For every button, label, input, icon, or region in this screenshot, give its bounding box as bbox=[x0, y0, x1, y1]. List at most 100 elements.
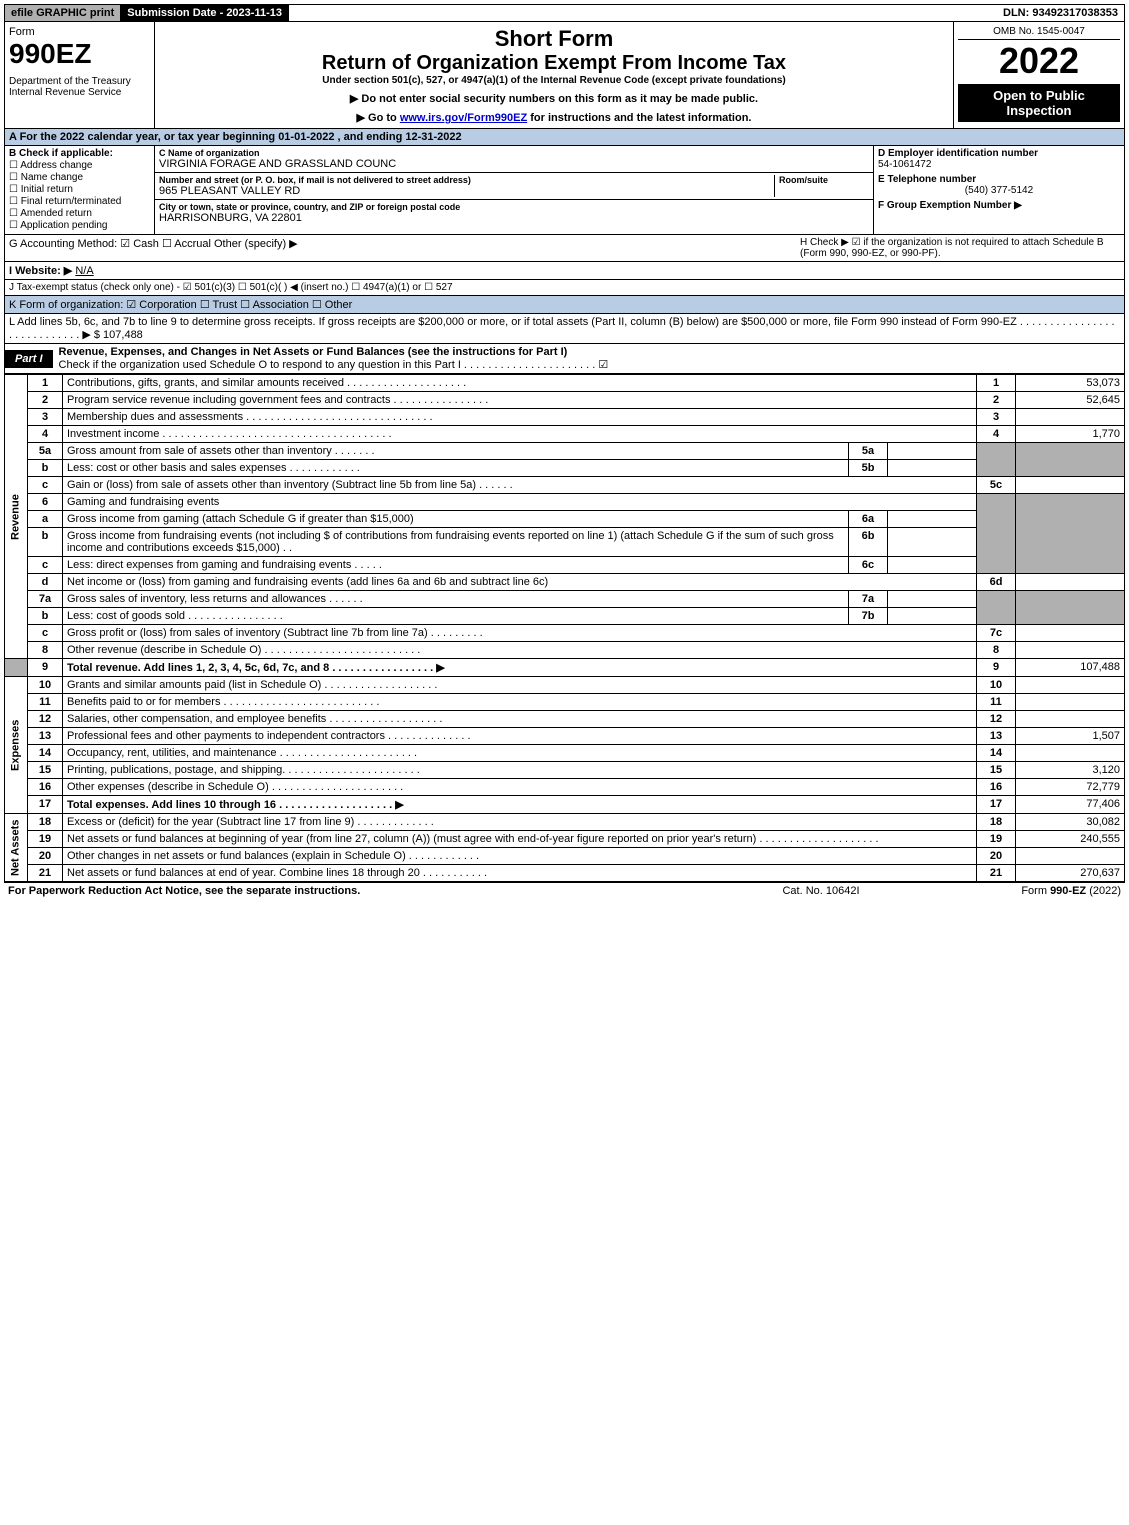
chk-amended-return[interactable]: ☐ Amended return bbox=[9, 208, 150, 219]
line-2-num: 2 bbox=[28, 392, 63, 409]
line-19-val: 240,555 bbox=[1016, 831, 1125, 848]
irs-link[interactable]: www.irs.gov/Form990EZ bbox=[400, 112, 527, 124]
box-c: C Name of organization VIRGINIA FORAGE A… bbox=[155, 146, 874, 234]
website-value: N/A bbox=[75, 265, 93, 277]
line-7c-desc: Gross profit or (loss) from sales of inv… bbox=[63, 625, 977, 642]
line-20-rnum: 20 bbox=[977, 848, 1016, 865]
line-5c-num: c bbox=[28, 477, 63, 494]
chk-final-return[interactable]: ☐ Final return/terminated bbox=[9, 196, 150, 207]
revenue-vlabel: Revenue bbox=[5, 375, 28, 659]
line-7a-subval bbox=[888, 591, 977, 608]
line-18-val: 30,082 bbox=[1016, 814, 1125, 831]
city-state-zip: HARRISONBURG, VA 22801 bbox=[159, 212, 869, 224]
omb-number: OMB No. 1545-0047 bbox=[958, 26, 1120, 40]
line-21-num: 21 bbox=[28, 865, 63, 882]
line-7b-sub: 7b bbox=[849, 608, 888, 625]
line-11-num: 11 bbox=[28, 694, 63, 711]
line-5b-subval bbox=[888, 460, 977, 477]
chk-application-pending[interactable]: ☐ Application pending bbox=[9, 220, 150, 231]
line-7b-desc: Less: cost of goods sold . . . . . . . .… bbox=[63, 608, 849, 625]
part-1-table: Revenue 1 Contributions, gifts, grants, … bbox=[4, 374, 1125, 882]
short-form-title: Short Form bbox=[159, 26, 949, 52]
line-6d-val bbox=[1016, 574, 1125, 591]
line-6b-num: b bbox=[28, 528, 63, 557]
page-footer: For Paperwork Reduction Act Notice, see … bbox=[4, 882, 1125, 899]
row-a-calendar-year: A For the 2022 calendar year, or tax yea… bbox=[4, 129, 1125, 146]
org-name: VIRGINIA FORAGE AND GRASSLAND COUNC bbox=[159, 158, 869, 170]
line-21-val: 270,637 bbox=[1016, 865, 1125, 882]
line-19-num: 19 bbox=[28, 831, 63, 848]
line-1-rnum: 1 bbox=[977, 375, 1016, 392]
line-2-desc: Program service revenue including govern… bbox=[63, 392, 977, 409]
line-15-num: 15 bbox=[28, 762, 63, 779]
line-9-val: 107,488 bbox=[1016, 659, 1125, 677]
line-7b-subval bbox=[888, 608, 977, 625]
line-6c-desc: Less: direct expenses from gaming and fu… bbox=[63, 557, 849, 574]
info-grid: B Check if applicable: ☐ Address change … bbox=[4, 146, 1125, 235]
row-l-gross-receipts: L Add lines 5b, 6c, and 7b to line 9 to … bbox=[4, 314, 1125, 344]
line-5a-valgrey bbox=[1016, 443, 1125, 460]
line-15-desc: Printing, publications, postage, and shi… bbox=[63, 762, 977, 779]
line-7b-num: b bbox=[28, 608, 63, 625]
goto-post: for instructions and the latest informat… bbox=[527, 112, 751, 124]
line-7a-sub: 7a bbox=[849, 591, 888, 608]
line-13-num: 13 bbox=[28, 728, 63, 745]
line-10-num: 10 bbox=[28, 677, 63, 694]
line-18-num: 18 bbox=[28, 814, 63, 831]
box-d-e-f: D Employer identification number 54-1061… bbox=[874, 146, 1124, 234]
header-center: Short Form Return of Organization Exempt… bbox=[155, 22, 954, 128]
goto-pre: ▶ Go to bbox=[357, 112, 400, 124]
form-id-footer: Form Form 990-EZ (2022)990-EZ (2022) bbox=[921, 885, 1121, 897]
accounting-method: G Accounting Method: ☑ Cash ☐ Accrual Ot… bbox=[9, 237, 800, 259]
line-17-num: 17 bbox=[28, 796, 63, 814]
line-5a-sub: 5a bbox=[849, 443, 888, 460]
line-18-rnum: 18 bbox=[977, 814, 1016, 831]
group-exemption-label: F Group Exemption Number bbox=[878, 200, 1011, 211]
line-6d-desc: Net income or (loss) from gaming and fun… bbox=[63, 574, 977, 591]
line-8-val bbox=[1016, 642, 1125, 659]
line-1-desc: Contributions, gifts, grants, and simila… bbox=[63, 375, 977, 392]
form-title: Return of Organization Exempt From Incom… bbox=[159, 52, 949, 75]
ein-label: D Employer identification number bbox=[878, 148, 1120, 159]
line-14-rnum: 14 bbox=[977, 745, 1016, 762]
line-16-rnum: 16 bbox=[977, 779, 1016, 796]
line-7a-num: 7a bbox=[28, 591, 63, 608]
line-12-rnum: 12 bbox=[977, 711, 1016, 728]
line-14-val bbox=[1016, 745, 1125, 762]
cat-no: Cat. No. 10642I bbox=[721, 885, 921, 897]
row-g-h: G Accounting Method: ☑ Cash ☐ Accrual Ot… bbox=[4, 235, 1125, 262]
street-label: Number and street (or P. O. box, if mail… bbox=[159, 175, 774, 185]
line-5a-subval bbox=[888, 443, 977, 460]
line-11-desc: Benefits paid to or for members . . . . … bbox=[63, 694, 977, 711]
part-1-header: Part I Revenue, Expenses, and Changes in… bbox=[4, 344, 1125, 374]
row-i-website: I Website: ▶ N/A bbox=[4, 262, 1125, 280]
chk-name-change[interactable]: ☐ Name change bbox=[9, 172, 150, 183]
city-label: City or town, state or province, country… bbox=[159, 202, 869, 212]
line-8-num: 8 bbox=[28, 642, 63, 659]
line-9-num: 9 bbox=[28, 659, 63, 677]
line-5b-desc: Less: cost or other basis and sales expe… bbox=[63, 460, 849, 477]
line-6b-subval bbox=[888, 528, 977, 557]
line-17-desc: Total expenses. Add lines 10 through 16 … bbox=[63, 796, 977, 814]
part-1-badge: Part I bbox=[5, 350, 53, 368]
line-3-val bbox=[1016, 409, 1125, 426]
line-1-num: 1 bbox=[28, 375, 63, 392]
line-6b-desc: Gross income from fundraising events (no… bbox=[63, 528, 849, 557]
row-j-tax-exempt: J Tax-exempt status (check only one) - ☑… bbox=[4, 280, 1125, 296]
line-7c-rnum: 7c bbox=[977, 625, 1016, 642]
chk-initial-return[interactable]: ☐ Initial return bbox=[9, 184, 150, 195]
line-10-val bbox=[1016, 677, 1125, 694]
line-5c-desc: Gain or (loss) from sale of assets other… bbox=[63, 477, 977, 494]
line-8-desc: Other revenue (describe in Schedule O) .… bbox=[63, 642, 977, 659]
line-19-desc: Net assets or fund balances at beginning… bbox=[63, 831, 977, 848]
chk-address-change[interactable]: ☐ Address change bbox=[9, 160, 150, 171]
box-b-title: B Check if applicable: bbox=[9, 148, 113, 159]
line-15-rnum: 15 bbox=[977, 762, 1016, 779]
row-k-org-form: K Form of organization: ☑ Corporation ☐ … bbox=[4, 296, 1125, 314]
line-11-rnum: 11 bbox=[977, 694, 1016, 711]
line-13-desc: Professional fees and other payments to … bbox=[63, 728, 977, 745]
line-18-desc: Excess or (deficit) for the year (Subtra… bbox=[63, 814, 977, 831]
line-3-desc: Membership dues and assessments . . . . … bbox=[63, 409, 977, 426]
line-14-desc: Occupancy, rent, utilities, and maintena… bbox=[63, 745, 977, 762]
line-6a-sub: 6a bbox=[849, 511, 888, 528]
